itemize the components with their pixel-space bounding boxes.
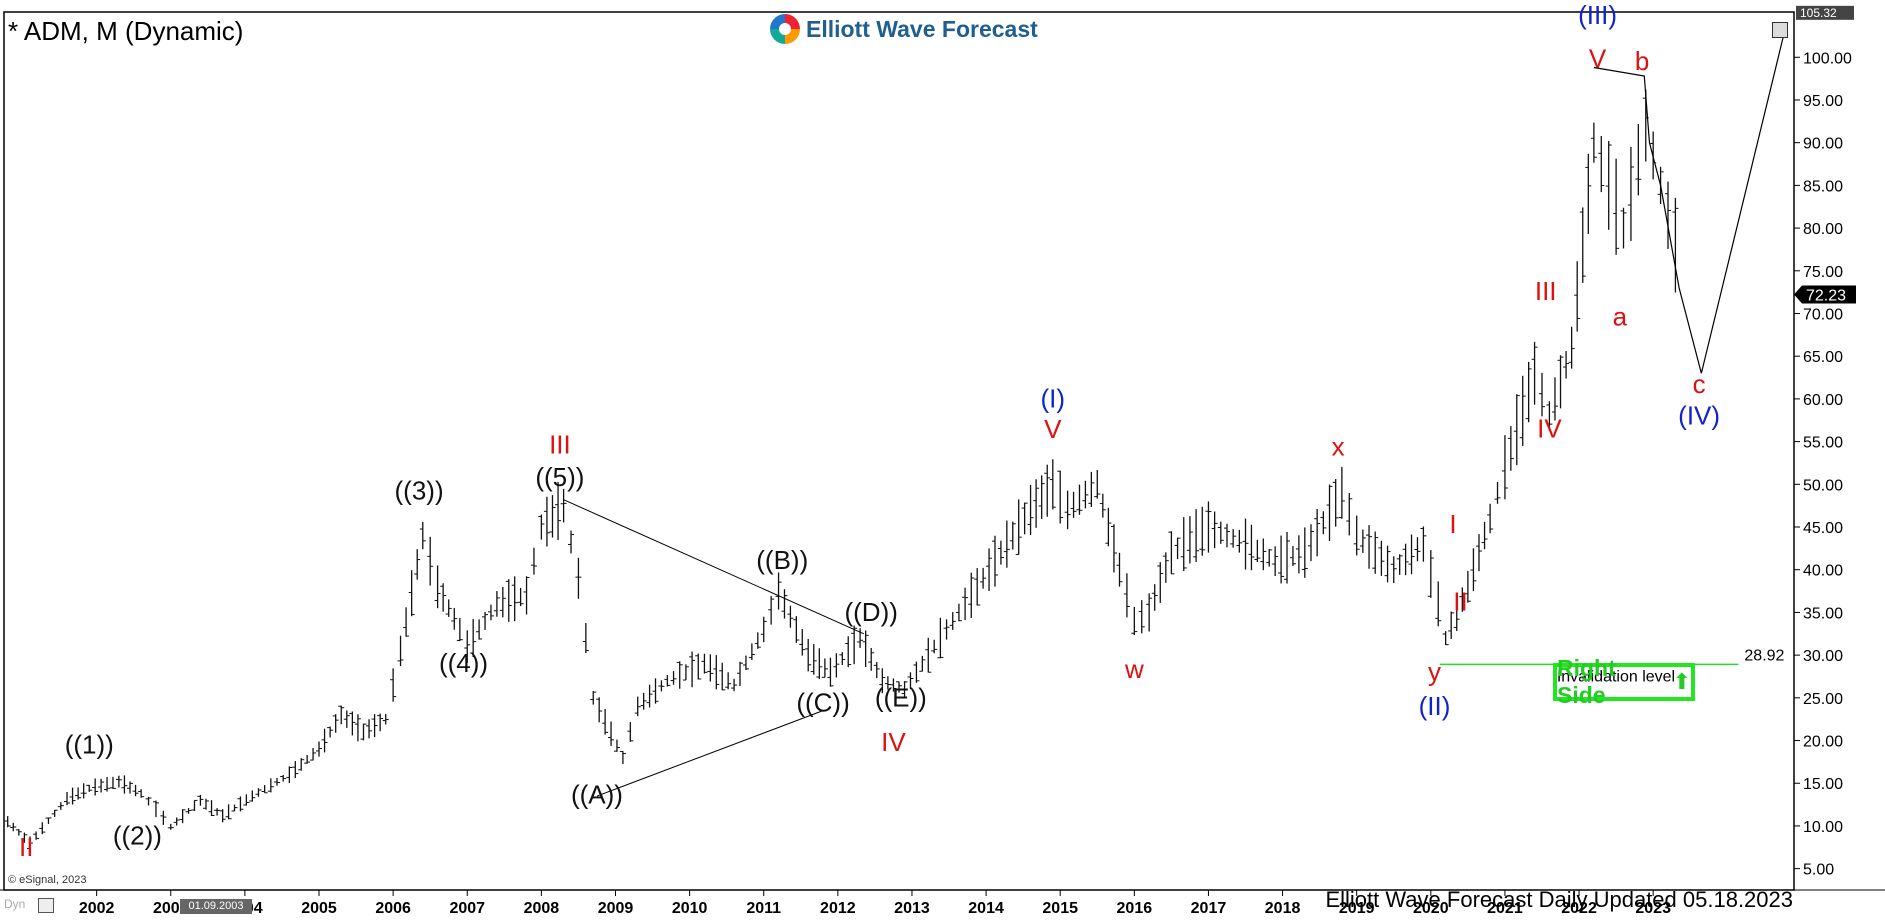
wave-label: IV bbox=[881, 727, 906, 757]
x-tick-label: 2011 bbox=[746, 900, 781, 917]
y-tick-label: 30.00 bbox=[1803, 648, 1843, 665]
x-tick-label: 2012 bbox=[820, 900, 856, 917]
update-note: Elliott Wave Forecast Daily Updated 05.1… bbox=[1325, 887, 1793, 912]
x-tick-label: 2018 bbox=[1265, 900, 1301, 917]
y-tick-label: 100.00 bbox=[1803, 50, 1852, 67]
wave-label: c bbox=[1693, 369, 1706, 399]
y-tick-label: 55.00 bbox=[1803, 435, 1843, 452]
wave-label: y bbox=[1428, 657, 1441, 687]
x-tick-label: 2013 bbox=[894, 900, 930, 917]
y-tick-label: 20.00 bbox=[1803, 734, 1843, 751]
restore-window-icon[interactable] bbox=[1772, 22, 1788, 38]
wave-label: ((2)) bbox=[113, 821, 162, 851]
x-tick-label: 2002 bbox=[79, 900, 115, 917]
x-tick-label: 2022 bbox=[1561, 900, 1597, 917]
y-tick-label: 40.00 bbox=[1803, 563, 1843, 580]
wave-label: I bbox=[1449, 509, 1456, 539]
y-tick-label: 95.00 bbox=[1803, 93, 1843, 110]
wave-label: (I) bbox=[1041, 383, 1066, 413]
right-side-label: Right Side bbox=[1557, 655, 1616, 708]
last-price-label: 72.23 bbox=[1806, 287, 1846, 304]
x-axis: 2002200320042005200620072008200920102011… bbox=[79, 890, 1671, 917]
wave-label: ((C)) bbox=[796, 687, 849, 717]
wave-lines: Invalidation level 28.92 bbox=[563, 22, 1788, 797]
x-tick-label: 2008 bbox=[524, 900, 560, 917]
x-tick-label: 2007 bbox=[449, 900, 485, 917]
projection-path bbox=[1593, 22, 1788, 374]
wave-label: ((4)) bbox=[439, 648, 488, 678]
x-tick-label: 2016 bbox=[1117, 900, 1153, 917]
x-tick-label: 2017 bbox=[1191, 900, 1227, 917]
y-tick-label: 85.00 bbox=[1803, 178, 1843, 195]
invalidation-value: 28.92 bbox=[1744, 647, 1784, 664]
wave-label: V bbox=[1589, 44, 1607, 74]
x-tick-label: 2021 bbox=[1487, 900, 1523, 917]
wave-label: ((D)) bbox=[844, 597, 897, 627]
brand-logo-block: Elliott Wave Forecast bbox=[770, 12, 1038, 46]
wave-label: b bbox=[1635, 46, 1649, 76]
brand-logo-icon bbox=[770, 14, 800, 44]
x-tick-label: 2005 bbox=[301, 900, 337, 917]
y-tick-label: 35.00 bbox=[1803, 605, 1843, 622]
triangle-trendline bbox=[563, 499, 864, 635]
wave-label: ((1)) bbox=[65, 729, 114, 759]
last-price-tag bbox=[1794, 285, 1856, 304]
right-side-badge: Right Side ⬆ bbox=[1553, 655, 1695, 708]
y-tick-label: 75.00 bbox=[1803, 264, 1843, 281]
wave-label: w bbox=[1124, 654, 1144, 684]
x-tick-label: 2003 bbox=[153, 900, 189, 917]
wave-label: (III) bbox=[1578, 0, 1617, 30]
wave-label: II bbox=[19, 832, 33, 862]
x-tick-label: 2010 bbox=[672, 900, 708, 917]
wave-label: ((3)) bbox=[395, 476, 444, 506]
y-tick-label: 65.00 bbox=[1803, 349, 1843, 366]
x-tick-label: 2015 bbox=[1042, 900, 1078, 917]
dyn-toggle-icon[interactable] bbox=[38, 898, 54, 913]
y-tick-label: 15.00 bbox=[1803, 776, 1843, 793]
wave-label: ((E)) bbox=[875, 682, 927, 712]
wave-label: V bbox=[1044, 414, 1062, 444]
wave-label: III bbox=[1535, 276, 1557, 306]
invalidation-text: Invalidation level bbox=[1557, 668, 1675, 685]
top-price-tag bbox=[1796, 5, 1854, 20]
y-tick-label: 45.00 bbox=[1803, 520, 1843, 537]
x-tick-label: 2019 bbox=[1339, 900, 1375, 917]
wave-label: ((A)) bbox=[571, 780, 623, 810]
y-axis: 5.00 10.00 15.00 20.00 25.00 30.00 35.00 40.00 4… bbox=[1794, 5, 1856, 879]
y-tick-label: 5.00 bbox=[1803, 862, 1834, 879]
wave-label: (II) bbox=[1419, 691, 1451, 721]
wave-label: III bbox=[549, 430, 571, 460]
y-tick-label: 80.00 bbox=[1803, 221, 1843, 238]
cursor-date: 01.09.2003 bbox=[180, 899, 252, 914]
y-tick-label: 10.00 bbox=[1803, 819, 1843, 836]
triangle-trendline bbox=[596, 710, 824, 797]
top-price-label: 105.32 bbox=[1800, 6, 1837, 20]
wave-label: II bbox=[1453, 587, 1467, 617]
y-tick-label: 25.00 bbox=[1803, 691, 1843, 708]
wave-label: ((B)) bbox=[756, 545, 808, 575]
dyn-label: Dyn bbox=[4, 897, 26, 911]
chart-title: * ADM, M (Dynamic) bbox=[8, 16, 244, 46]
plot-frame bbox=[3, 11, 1795, 891]
wave-label: ((5)) bbox=[535, 462, 584, 492]
wave-label: IV bbox=[1537, 413, 1562, 443]
x-tick-label: 2009 bbox=[598, 900, 634, 917]
copyright: © eSignal, 2023 bbox=[8, 874, 87, 886]
x-tick-label: 2023 bbox=[1635, 900, 1671, 917]
wave-label: (IV) bbox=[1678, 401, 1720, 431]
x-tick-label: 2020 bbox=[1413, 900, 1449, 917]
wave-labels: II((1))((2))((3))((4))III((5))((A))((B))… bbox=[19, 0, 1720, 862]
y-tick-label: 70.00 bbox=[1803, 306, 1843, 323]
y-tick-label: 60.00 bbox=[1803, 392, 1843, 409]
brand-name: Elliott Wave Forecast bbox=[806, 15, 1038, 42]
x-tick-label: 2006 bbox=[375, 900, 411, 917]
y-tick-label: 90.00 bbox=[1803, 136, 1843, 153]
wave-label: a bbox=[1613, 301, 1628, 331]
up-arrow-icon: ⬆ bbox=[1672, 669, 1691, 694]
wave-label: x bbox=[1332, 431, 1345, 461]
price-bars bbox=[4, 89, 1679, 850]
x-tick-label: 2014 bbox=[968, 900, 1004, 917]
y-tick-label: 50.00 bbox=[1803, 477, 1843, 494]
